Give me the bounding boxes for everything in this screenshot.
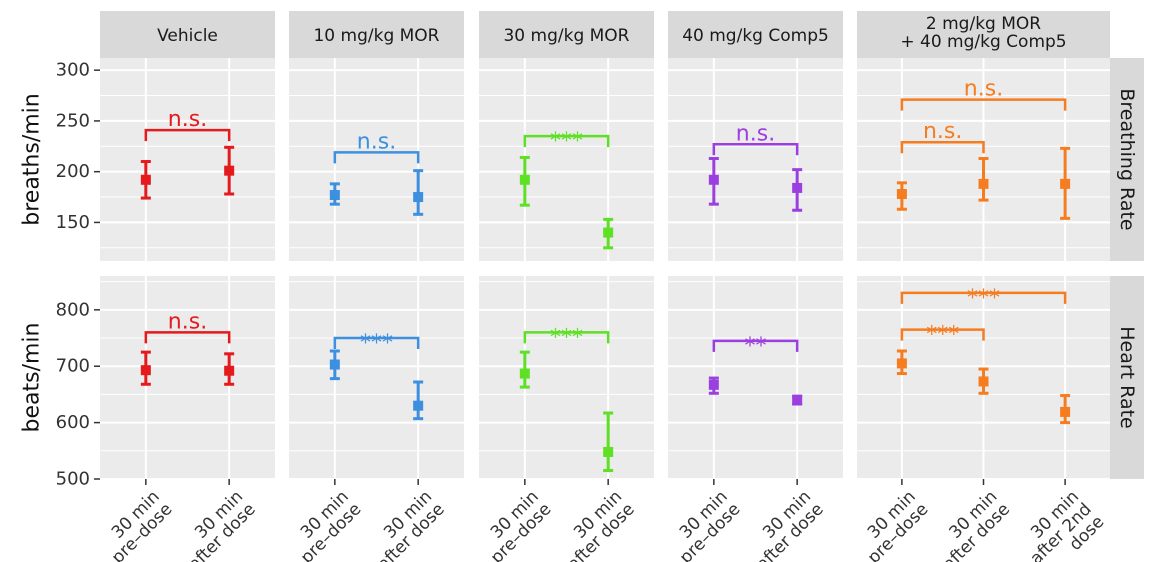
y-tick-label: 600 bbox=[56, 412, 90, 433]
x-tick-label: 30 minafter dose bbox=[172, 487, 260, 562]
data-point bbox=[329, 190, 340, 201]
row-strip-label-breathing: Breathing Rate bbox=[1116, 88, 1138, 230]
row-strip-heart bbox=[1110, 276, 1144, 479]
x-tick-label: 30 minafter 2nddose bbox=[1014, 487, 1109, 562]
significance-label: n.s. bbox=[168, 107, 207, 132]
strip-label-mor10: 10 mg/kg MOR bbox=[313, 26, 439, 46]
data-point bbox=[896, 189, 907, 200]
strip-label-combo: 2 mg/kg MOR bbox=[926, 14, 1041, 34]
panel-breathing-vehicle bbox=[100, 58, 275, 261]
significance-label: ** bbox=[745, 334, 767, 359]
panel-heart-comp5 bbox=[668, 276, 843, 479]
panel-breathing-mor10 bbox=[289, 58, 464, 261]
y-tick-label: 150 bbox=[56, 212, 90, 233]
data-point bbox=[978, 178, 989, 189]
significance-bracket bbox=[900, 140, 985, 154]
panel-heart-mor30 bbox=[479, 276, 654, 479]
significance-label: *** bbox=[550, 129, 583, 154]
significance-bracket bbox=[333, 151, 420, 164]
data-point bbox=[792, 395, 803, 406]
data-point bbox=[329, 359, 340, 370]
row-strip-breathing bbox=[1110, 58, 1144, 261]
data-point bbox=[224, 165, 235, 176]
x-tick-label: 30 minpre–dose bbox=[95, 487, 176, 562]
strip-label-mor30: 30 mg/kg MOR bbox=[503, 26, 629, 46]
strip-combo bbox=[857, 11, 1110, 58]
data-point bbox=[896, 358, 907, 369]
data-point bbox=[413, 192, 424, 203]
significance-label: n.s. bbox=[923, 119, 962, 144]
significance-bracket bbox=[523, 134, 610, 148]
data-point bbox=[140, 365, 151, 376]
data-point bbox=[519, 368, 530, 379]
x-tick-label: 30 minafter dose bbox=[926, 487, 1014, 562]
significance-label: *** bbox=[360, 331, 393, 356]
x-tick-label: 30 minpre–dose bbox=[851, 487, 932, 562]
x-tick-label: 30 minafter dose bbox=[551, 487, 639, 562]
significance-bracket bbox=[900, 98, 1067, 111]
data-point bbox=[1060, 406, 1071, 417]
x-tick-label: 30 minpre–dose bbox=[474, 487, 555, 562]
x-tick-label: 30 minafter dose bbox=[740, 487, 828, 562]
significance-bracket bbox=[712, 339, 799, 352]
strip-comp5 bbox=[668, 11, 843, 58]
significance-bracket bbox=[523, 331, 610, 344]
panel-breathing-comp5 bbox=[668, 58, 843, 261]
y-axis-label-heart: beats/min bbox=[20, 323, 45, 433]
strip-mor10 bbox=[289, 11, 464, 58]
data-point bbox=[708, 174, 719, 185]
data-point bbox=[224, 365, 235, 376]
strip-vehicle bbox=[100, 11, 275, 58]
strip-label-comp5: 40 mg/kg Comp5 bbox=[682, 26, 829, 46]
data-point bbox=[1060, 178, 1071, 189]
x-tick-label: 30 minpre–dose bbox=[663, 487, 744, 562]
y-tick-label: 500 bbox=[56, 469, 90, 490]
significance-label: n.s. bbox=[168, 309, 207, 334]
y-tick-label: 800 bbox=[56, 299, 90, 320]
y-tick-label: 300 bbox=[56, 60, 90, 81]
y-tick-label: 700 bbox=[56, 356, 90, 377]
significance-bracket bbox=[900, 291, 1067, 304]
data-point bbox=[978, 376, 989, 387]
data-point bbox=[603, 227, 614, 238]
strip-label-vehicle: Vehicle bbox=[157, 26, 218, 46]
significance-bracket bbox=[900, 328, 985, 341]
significance-label: *** bbox=[926, 323, 959, 348]
x-tick-label: 30 minafter dose bbox=[361, 487, 449, 562]
data-point bbox=[413, 400, 424, 411]
data-point bbox=[792, 182, 803, 193]
significance-label: *** bbox=[550, 325, 583, 350]
significance-bracket bbox=[144, 331, 231, 344]
strip-label-combo: + 40 mg/kg Comp5 bbox=[900, 32, 1066, 52]
panel-heart-mor10 bbox=[289, 276, 464, 479]
significance-label: *** bbox=[967, 286, 1000, 311]
panel-breathing-mor30 bbox=[479, 58, 654, 261]
significance-bracket bbox=[144, 128, 231, 142]
y-axis-label-breathing: breaths/min bbox=[20, 93, 45, 225]
significance-bracket bbox=[333, 336, 420, 350]
significance-label: n.s. bbox=[964, 77, 1003, 102]
significance-label: n.s. bbox=[736, 121, 775, 146]
y-tick-label: 200 bbox=[56, 161, 90, 182]
significance-label: n.s. bbox=[357, 129, 396, 154]
data-point bbox=[519, 174, 530, 185]
data-point bbox=[140, 174, 151, 185]
strip-mor30 bbox=[479, 11, 654, 58]
row-strip-label-heart: Heart Rate bbox=[1116, 326, 1138, 429]
significance-bracket bbox=[712, 143, 799, 156]
panel-heart-vehicle bbox=[100, 276, 275, 479]
data-point bbox=[708, 379, 719, 390]
x-tick-label: 30 minpre–dose bbox=[284, 487, 365, 562]
y-tick-label: 250 bbox=[56, 110, 90, 131]
data-point bbox=[603, 446, 614, 457]
